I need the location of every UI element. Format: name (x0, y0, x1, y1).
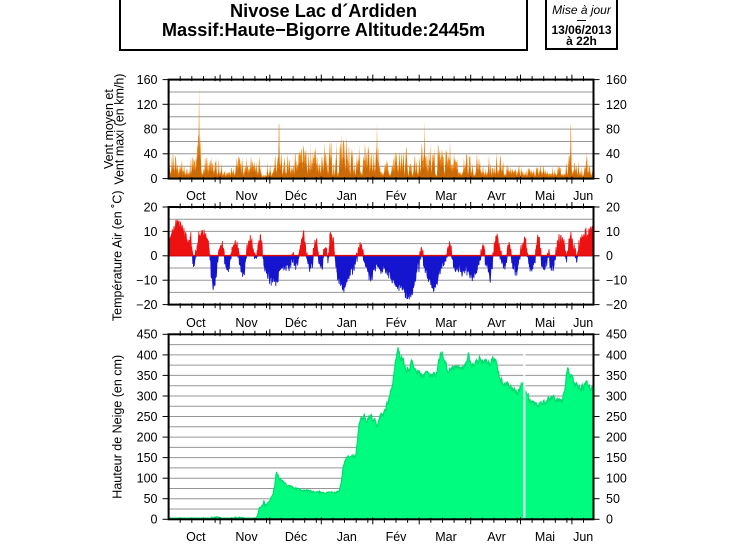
svg-text:350: 350 (137, 369, 158, 383)
svg-text:300: 300 (606, 389, 627, 403)
svg-text:20: 20 (144, 200, 158, 214)
svg-text:40: 40 (606, 147, 620, 161)
svg-text:Jan: Jan (337, 316, 357, 330)
svg-text:Déc: Déc (285, 316, 307, 330)
svg-text:100: 100 (137, 472, 158, 486)
svg-text:Mar: Mar (435, 189, 457, 203)
svg-text:Mar: Mar (435, 530, 457, 544)
svg-text:Jan: Jan (337, 189, 357, 203)
svg-text:150: 150 (606, 451, 627, 465)
svg-text:0: 0 (151, 249, 158, 263)
svg-text:10: 10 (144, 225, 158, 239)
svg-text:Mai: Mai (535, 530, 555, 544)
svg-text:400: 400 (137, 348, 158, 362)
svg-text:250: 250 (606, 410, 627, 424)
svg-text:−20: −20 (136, 298, 157, 312)
svg-text:Déc: Déc (285, 530, 307, 544)
svg-text:200: 200 (606, 431, 627, 445)
svg-text:450: 450 (137, 328, 158, 342)
svg-text:Vent moyen et: Vent moyen et (102, 89, 116, 169)
svg-text:20: 20 (606, 200, 620, 214)
svg-text:160: 160 (606, 73, 627, 87)
svg-text:250: 250 (137, 410, 158, 424)
svg-text:Jan: Jan (337, 530, 357, 544)
svg-text:Mai: Mai (535, 189, 555, 203)
svg-text:−10: −10 (136, 274, 157, 288)
svg-text:200: 200 (137, 431, 158, 445)
svg-text:Oct: Oct (186, 189, 206, 203)
svg-text:120: 120 (137, 98, 158, 112)
svg-text:Mar: Mar (435, 316, 457, 330)
svg-text:Avr: Avr (487, 530, 506, 544)
svg-text:Nov: Nov (235, 530, 258, 544)
svg-text:0: 0 (151, 172, 158, 186)
svg-text:Nov: Nov (235, 189, 258, 203)
svg-text:80: 80 (606, 123, 620, 137)
svg-text:Déc: Déc (285, 189, 307, 203)
svg-text:150: 150 (137, 451, 158, 465)
svg-text:300: 300 (137, 389, 158, 403)
svg-text:Fév: Fév (386, 316, 408, 330)
svg-text:Hauteur de Neige (en cm): Hauteur de Neige (en cm) (111, 355, 125, 499)
svg-text:Avr: Avr (487, 189, 506, 203)
svg-text:Nov: Nov (235, 316, 258, 330)
svg-text:Fév: Fév (386, 189, 408, 203)
svg-text:Jun: Jun (573, 316, 593, 330)
svg-text:Jun: Jun (573, 189, 593, 203)
svg-text:0: 0 (606, 513, 613, 527)
svg-text:−10: −10 (606, 274, 627, 288)
svg-text:Mai: Mai (535, 316, 555, 330)
svg-text:Avr: Avr (487, 316, 506, 330)
svg-text:50: 50 (144, 492, 158, 506)
svg-text:80: 80 (144, 123, 158, 137)
svg-text:40: 40 (144, 147, 158, 161)
svg-text:Vent maxi (en km/h): Vent maxi (en km/h) (112, 74, 126, 185)
svg-text:160: 160 (137, 73, 158, 87)
svg-text:50: 50 (606, 492, 620, 506)
svg-text:0: 0 (606, 249, 613, 263)
svg-text:0: 0 (151, 513, 158, 527)
svg-text:450: 450 (606, 328, 627, 342)
svg-text:−20: −20 (606, 298, 627, 312)
svg-text:10: 10 (606, 225, 620, 239)
svg-text:100: 100 (606, 472, 627, 486)
svg-text:Oct: Oct (186, 530, 206, 544)
svg-text:350: 350 (606, 369, 627, 383)
svg-text:Oct: Oct (186, 316, 206, 330)
svg-text:120: 120 (606, 98, 627, 112)
svg-text:400: 400 (606, 348, 627, 362)
svg-text:Jun: Jun (573, 530, 593, 544)
svg-text:0: 0 (606, 172, 613, 186)
svg-text:Fév: Fév (386, 530, 408, 544)
svg-text:Température Air (en ˚C): Température Air (en ˚C) (111, 190, 125, 321)
